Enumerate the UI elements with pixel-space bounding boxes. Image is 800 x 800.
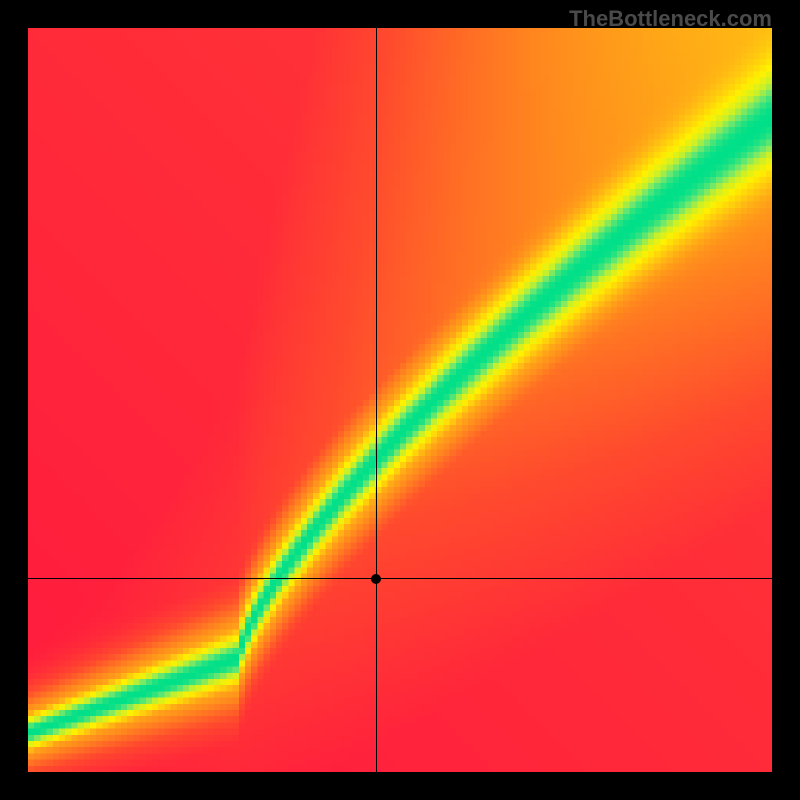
crosshair-horizontal — [28, 578, 772, 579]
crosshair-vertical — [376, 28, 377, 772]
watermark-text: TheBottleneck.com — [569, 6, 772, 32]
crosshair-marker-dot — [371, 574, 381, 584]
plot-area — [28, 28, 772, 772]
heatmap-canvas — [28, 28, 772, 772]
chart-container: TheBottleneck.com — [0, 0, 800, 800]
